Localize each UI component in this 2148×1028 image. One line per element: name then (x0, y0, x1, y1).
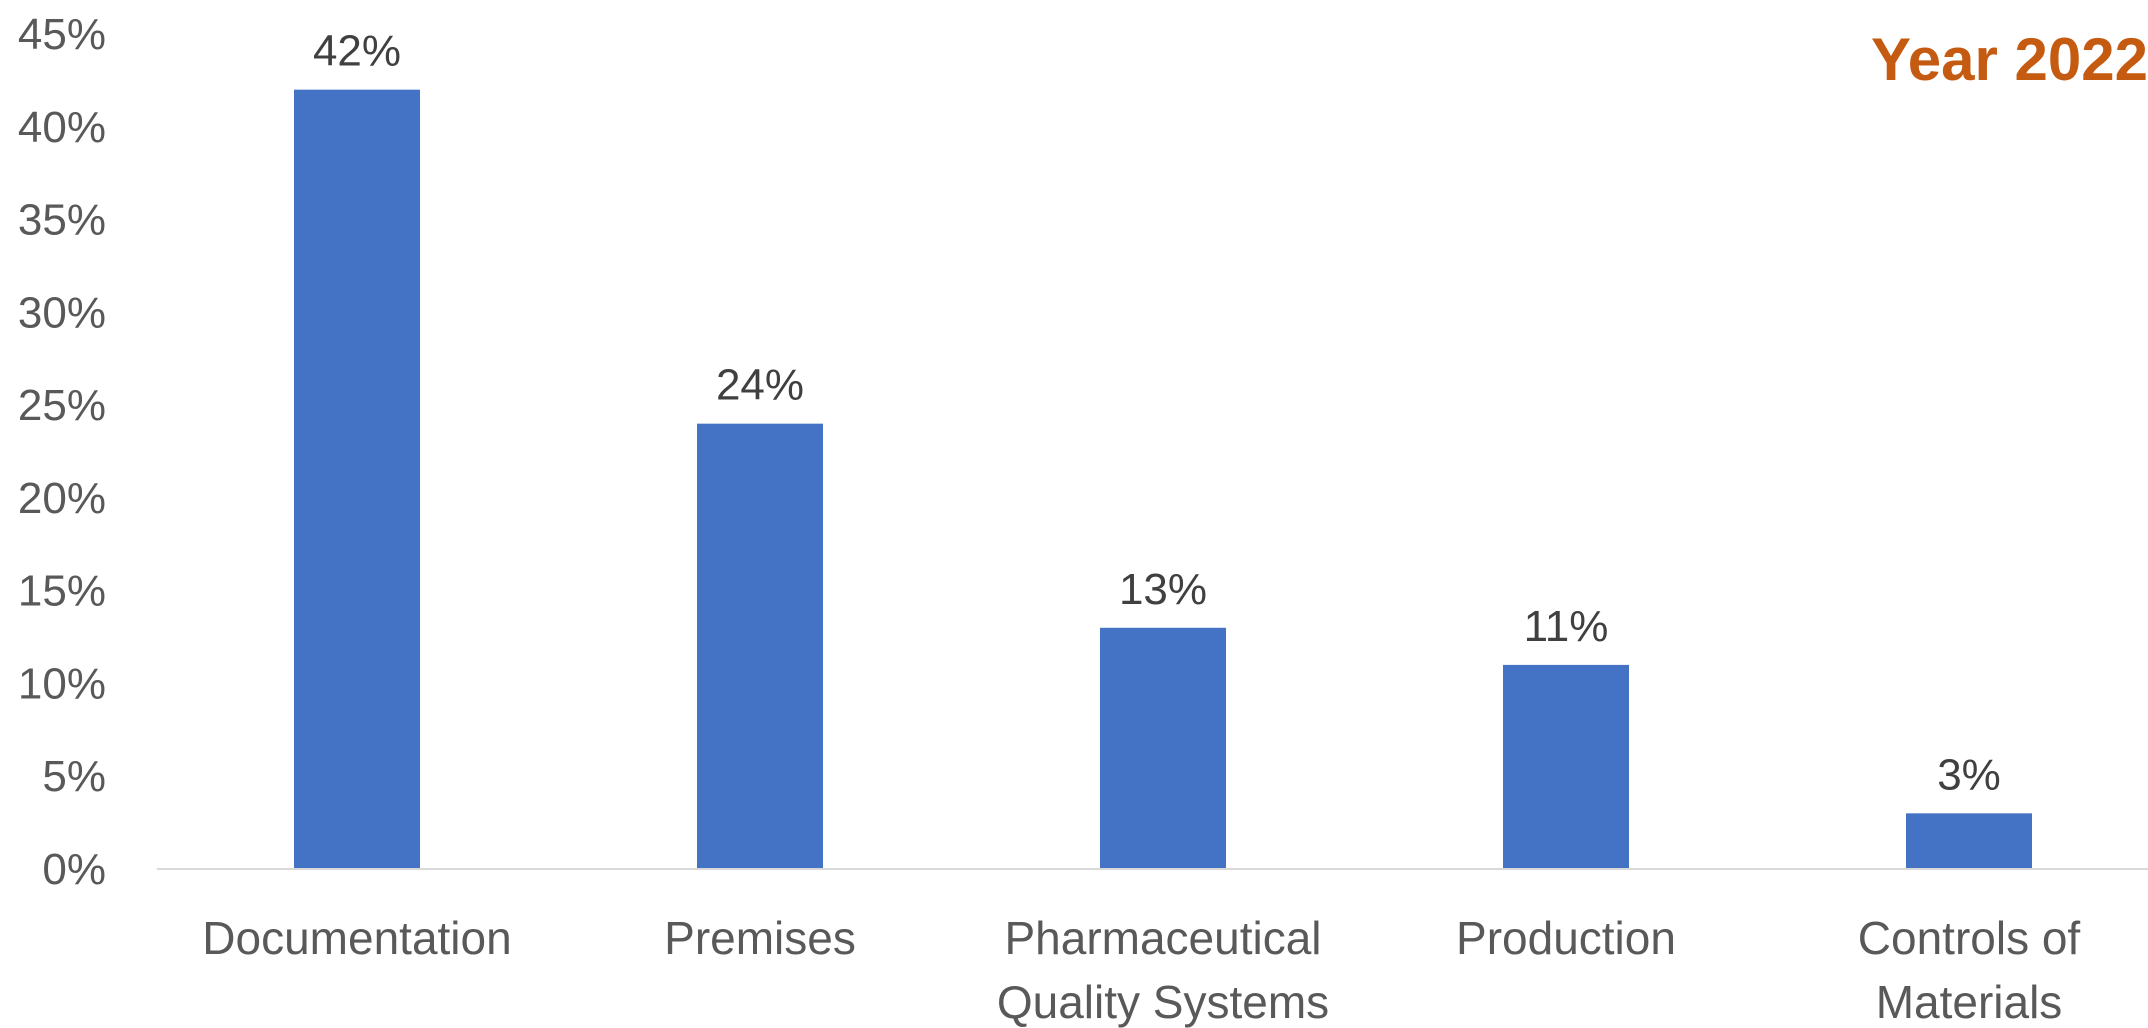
x-tick-label: Quality Systems (997, 976, 1329, 1028)
data-label: 13% (1119, 565, 1207, 614)
x-tick-label: Materials (1876, 976, 2063, 1028)
y-tick-label: 20% (18, 474, 106, 523)
y-tick-label: 0% (42, 845, 106, 894)
bar (697, 423, 823, 869)
y-tick-label: 5% (42, 752, 106, 801)
bars (294, 89, 2032, 869)
data-label: 3% (1937, 750, 2001, 799)
y-tick-label: 10% (18, 659, 106, 708)
x-tick-label: Documentation (202, 912, 511, 964)
y-tick-label: 45% (18, 10, 106, 59)
chart-title: Year 2022 (1871, 26, 2148, 93)
bar (294, 89, 420, 869)
data-label: 24% (716, 361, 804, 410)
y-tick-label: 40% (18, 103, 106, 152)
y-axis: 0% 5% 10% 15% 20% 25% 30% 35% 40% 45% (18, 10, 106, 894)
y-tick-label: 25% (18, 381, 106, 430)
x-tick-label: Premises (664, 912, 856, 964)
x-tick-label: Production (1456, 912, 1676, 964)
bar (1100, 627, 1226, 869)
y-tick-label: 35% (18, 196, 106, 245)
data-labels: 42% 24% 13% 11% 3% (313, 27, 2001, 800)
data-label: 11% (1524, 602, 1609, 651)
x-tick-label: Pharmaceutical (1004, 912, 1321, 964)
bar (1503, 664, 1629, 869)
bar (1906, 813, 2032, 869)
x-tick-label: Controls of (1858, 912, 2081, 964)
y-tick-label: 30% (18, 288, 106, 337)
x-axis: Documentation Premises Pharmaceutical Quali… (202, 912, 2080, 1028)
data-label: 42% (313, 27, 401, 76)
y-tick-label: 15% (18, 567, 106, 616)
